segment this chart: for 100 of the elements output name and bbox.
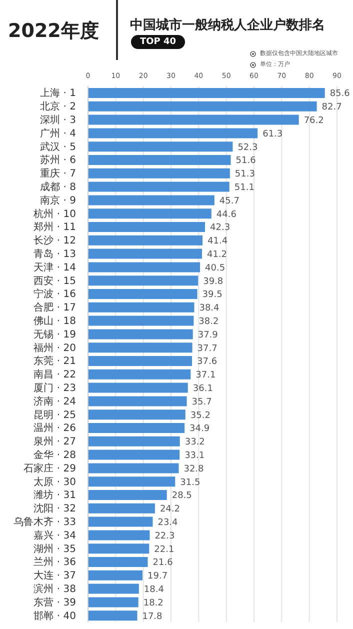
data-label: 35.2: [190, 410, 210, 421]
y-tick-label: 长沙 · 12: [34, 234, 76, 247]
bar: [88, 356, 192, 366]
data-label: 85.6: [330, 89, 350, 100]
y-tick-label: 福州 · 20: [34, 342, 76, 354]
data-label: 22.3: [154, 531, 175, 542]
text: 2022年度: [8, 19, 99, 44]
bar: [88, 88, 325, 98]
data-label: 37.9: [198, 330, 218, 340]
data-label: 36.1: [192, 384, 213, 394]
data-label: 37.1: [196, 370, 216, 381]
y-tick-label: 北京 · 2: [40, 100, 76, 113]
y-tick-label: 济南 · 24: [34, 395, 76, 408]
data-label: 39.8: [203, 276, 224, 287]
y-tick-label: 厦门 · 23: [34, 382, 76, 394]
data-label: 61.3: [262, 129, 283, 140]
bar: [88, 369, 191, 380]
bar: [88, 342, 192, 353]
bar: [88, 101, 317, 112]
y-tick-label: 合肥 · 17: [34, 302, 76, 314]
y-tick-label: 沈阳 · 32: [34, 502, 76, 515]
bar: [88, 396, 187, 406]
y-tick-label: 嘉兴 · 34: [34, 529, 76, 542]
y-tick-label: 重庆 · 7: [40, 168, 76, 180]
y-tick-label: 天津 · 14: [34, 261, 76, 274]
data-label: 42.3: [210, 223, 230, 234]
data-label: 37.6: [197, 357, 218, 368]
data-label: 33.2: [184, 438, 205, 448]
y-tick-label: 邯郸 · 40: [34, 610, 76, 622]
data-label: 39.5: [202, 290, 222, 300]
bar: [88, 584, 139, 594]
y-tick-label: 乌鲁木齐 · 33: [14, 516, 76, 528]
bar: [88, 490, 167, 500]
data-label: 76.2: [304, 116, 324, 126]
bar: [88, 516, 153, 527]
bar: [88, 436, 180, 446]
bar: [88, 382, 188, 393]
y-tick-label: 西安 · 15: [34, 274, 76, 287]
y-tick-label: 潍坊 · 31: [34, 489, 76, 502]
data-label: 31.5: [180, 478, 200, 488]
data-label: 45.7: [219, 196, 240, 206]
y-tick-label: 宁波 · 16: [34, 288, 76, 300]
y-tick-label: 兰州 · 36: [34, 556, 76, 568]
data-label: 37.7: [197, 344, 218, 354]
y-tick-label: 郑州 · 11: [34, 221, 76, 234]
bar: [88, 155, 231, 165]
bar: [88, 597, 138, 608]
y-tick-label: 武汉 · 5: [40, 140, 76, 153]
y-tick-label: 成都 · 8: [40, 181, 76, 193]
y-tick-label: 杭州 · 10: [32, 208, 76, 220]
y-tick-label: 太原 · 30: [34, 476, 76, 488]
data-label: 51.1: [234, 182, 254, 193]
bar: [88, 168, 230, 178]
y-tick-label: 无锡 · 19: [34, 329, 76, 340]
y-tick-label: 昆明 · 25: [34, 410, 76, 421]
data-label: 38.4: [199, 304, 220, 314]
data-label: 44.6: [216, 210, 237, 220]
bar: [88, 557, 148, 567]
bar: [88, 235, 203, 246]
y-tick-label: 广州 · 4: [40, 127, 76, 140]
data-label: 21.6: [152, 558, 174, 568]
data-label: 17.8: [142, 612, 163, 622]
y-tick-label: 南京 · 9: [40, 194, 76, 206]
bar: [88, 289, 198, 299]
data-label: 35.7: [192, 397, 212, 408]
bar: [88, 208, 212, 219]
data-label: 51.6: [236, 156, 256, 166]
bar: [88, 248, 202, 259]
y-tick-label: 泉州 · 27: [34, 436, 76, 448]
data-label: 24.2: [160, 504, 180, 515]
y-tick-label: 温州 · 26: [34, 422, 76, 434]
data-label: 52.3: [238, 142, 258, 153]
bar: [88, 610, 138, 621]
bar: [88, 195, 214, 206]
bar: [88, 222, 206, 232]
bar: [88, 410, 186, 420]
bar: [88, 302, 194, 312]
bar: [88, 276, 198, 286]
data-label: 28.5: [172, 491, 192, 502]
bar: [88, 142, 233, 152]
y-tick-label: 深圳 · 3: [40, 114, 76, 126]
y-tick-label: 青岛 · 13: [34, 248, 76, 260]
bar: [88, 463, 179, 474]
bar: [88, 476, 176, 487]
y-tick-label: 湖州 · 35: [34, 542, 76, 555]
y-tick-label: 金华 · 28: [34, 449, 76, 461]
data-label: 23.4: [158, 518, 178, 528]
bar: [88, 114, 299, 125]
y-tick-label: 上海 · 1: [40, 87, 76, 100]
data-label: 41.2: [206, 250, 228, 260]
data-label: 18.4: [144, 584, 164, 595]
y-tick-label: 南昌 · 22: [34, 368, 76, 381]
data-label: 18.2: [143, 598, 164, 608]
bar: [88, 182, 230, 192]
bar: [88, 423, 185, 433]
y-tick-label: 佛山 · 18: [34, 315, 76, 327]
bar: [88, 503, 155, 514]
data-label: 40.5: [205, 263, 226, 274]
chart-subtitle: TOP 40: [131, 35, 186, 49]
data-label: 33.1: [184, 450, 205, 461]
